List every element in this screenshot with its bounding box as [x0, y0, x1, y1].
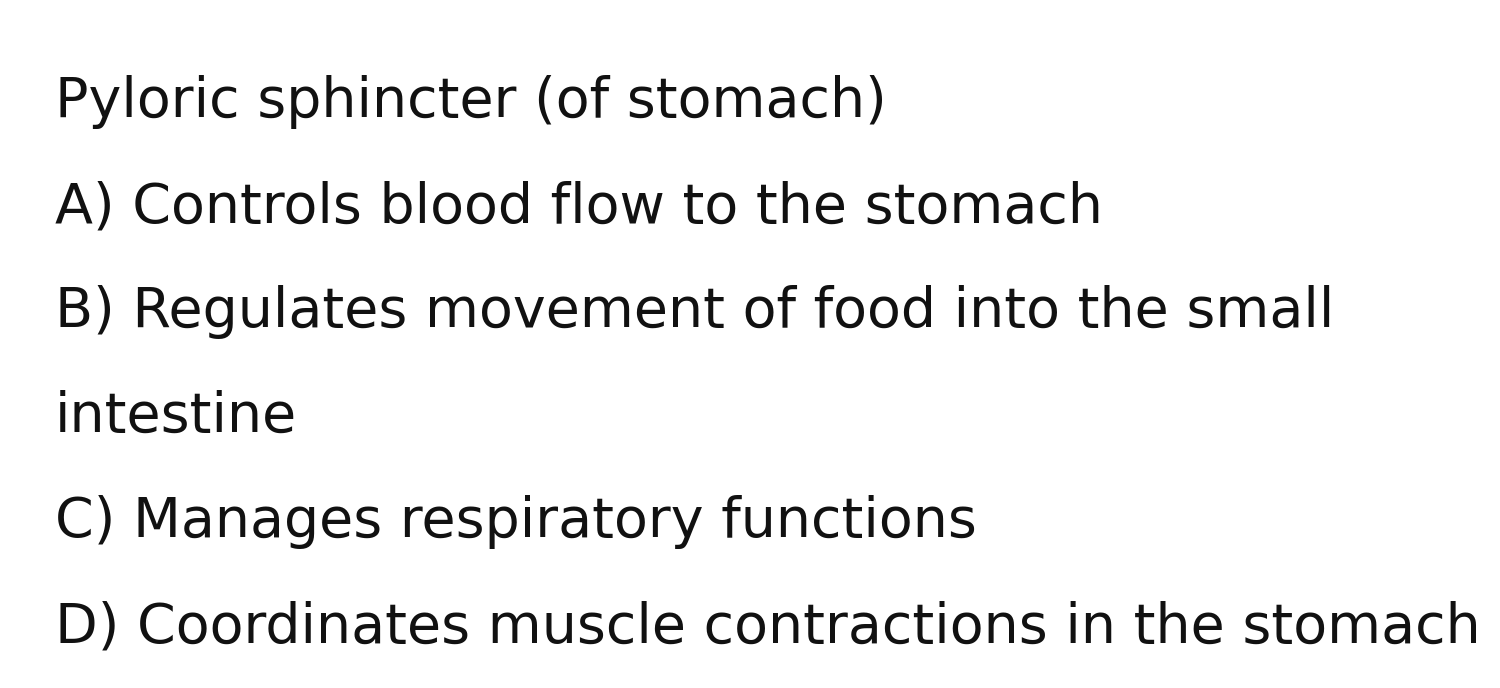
Text: C) Manages respiratory functions: C) Manages respiratory functions — [56, 495, 976, 549]
Text: intestine: intestine — [56, 390, 297, 444]
Text: D) Coordinates muscle contractions in the stomach: D) Coordinates muscle contractions in th… — [56, 600, 1480, 654]
Text: B) Regulates movement of food into the small: B) Regulates movement of food into the s… — [56, 285, 1335, 339]
Text: A) Controls blood flow to the stomach: A) Controls blood flow to the stomach — [56, 180, 1102, 234]
Text: Pyloric sphincter (of stomach): Pyloric sphincter (of stomach) — [56, 75, 886, 129]
